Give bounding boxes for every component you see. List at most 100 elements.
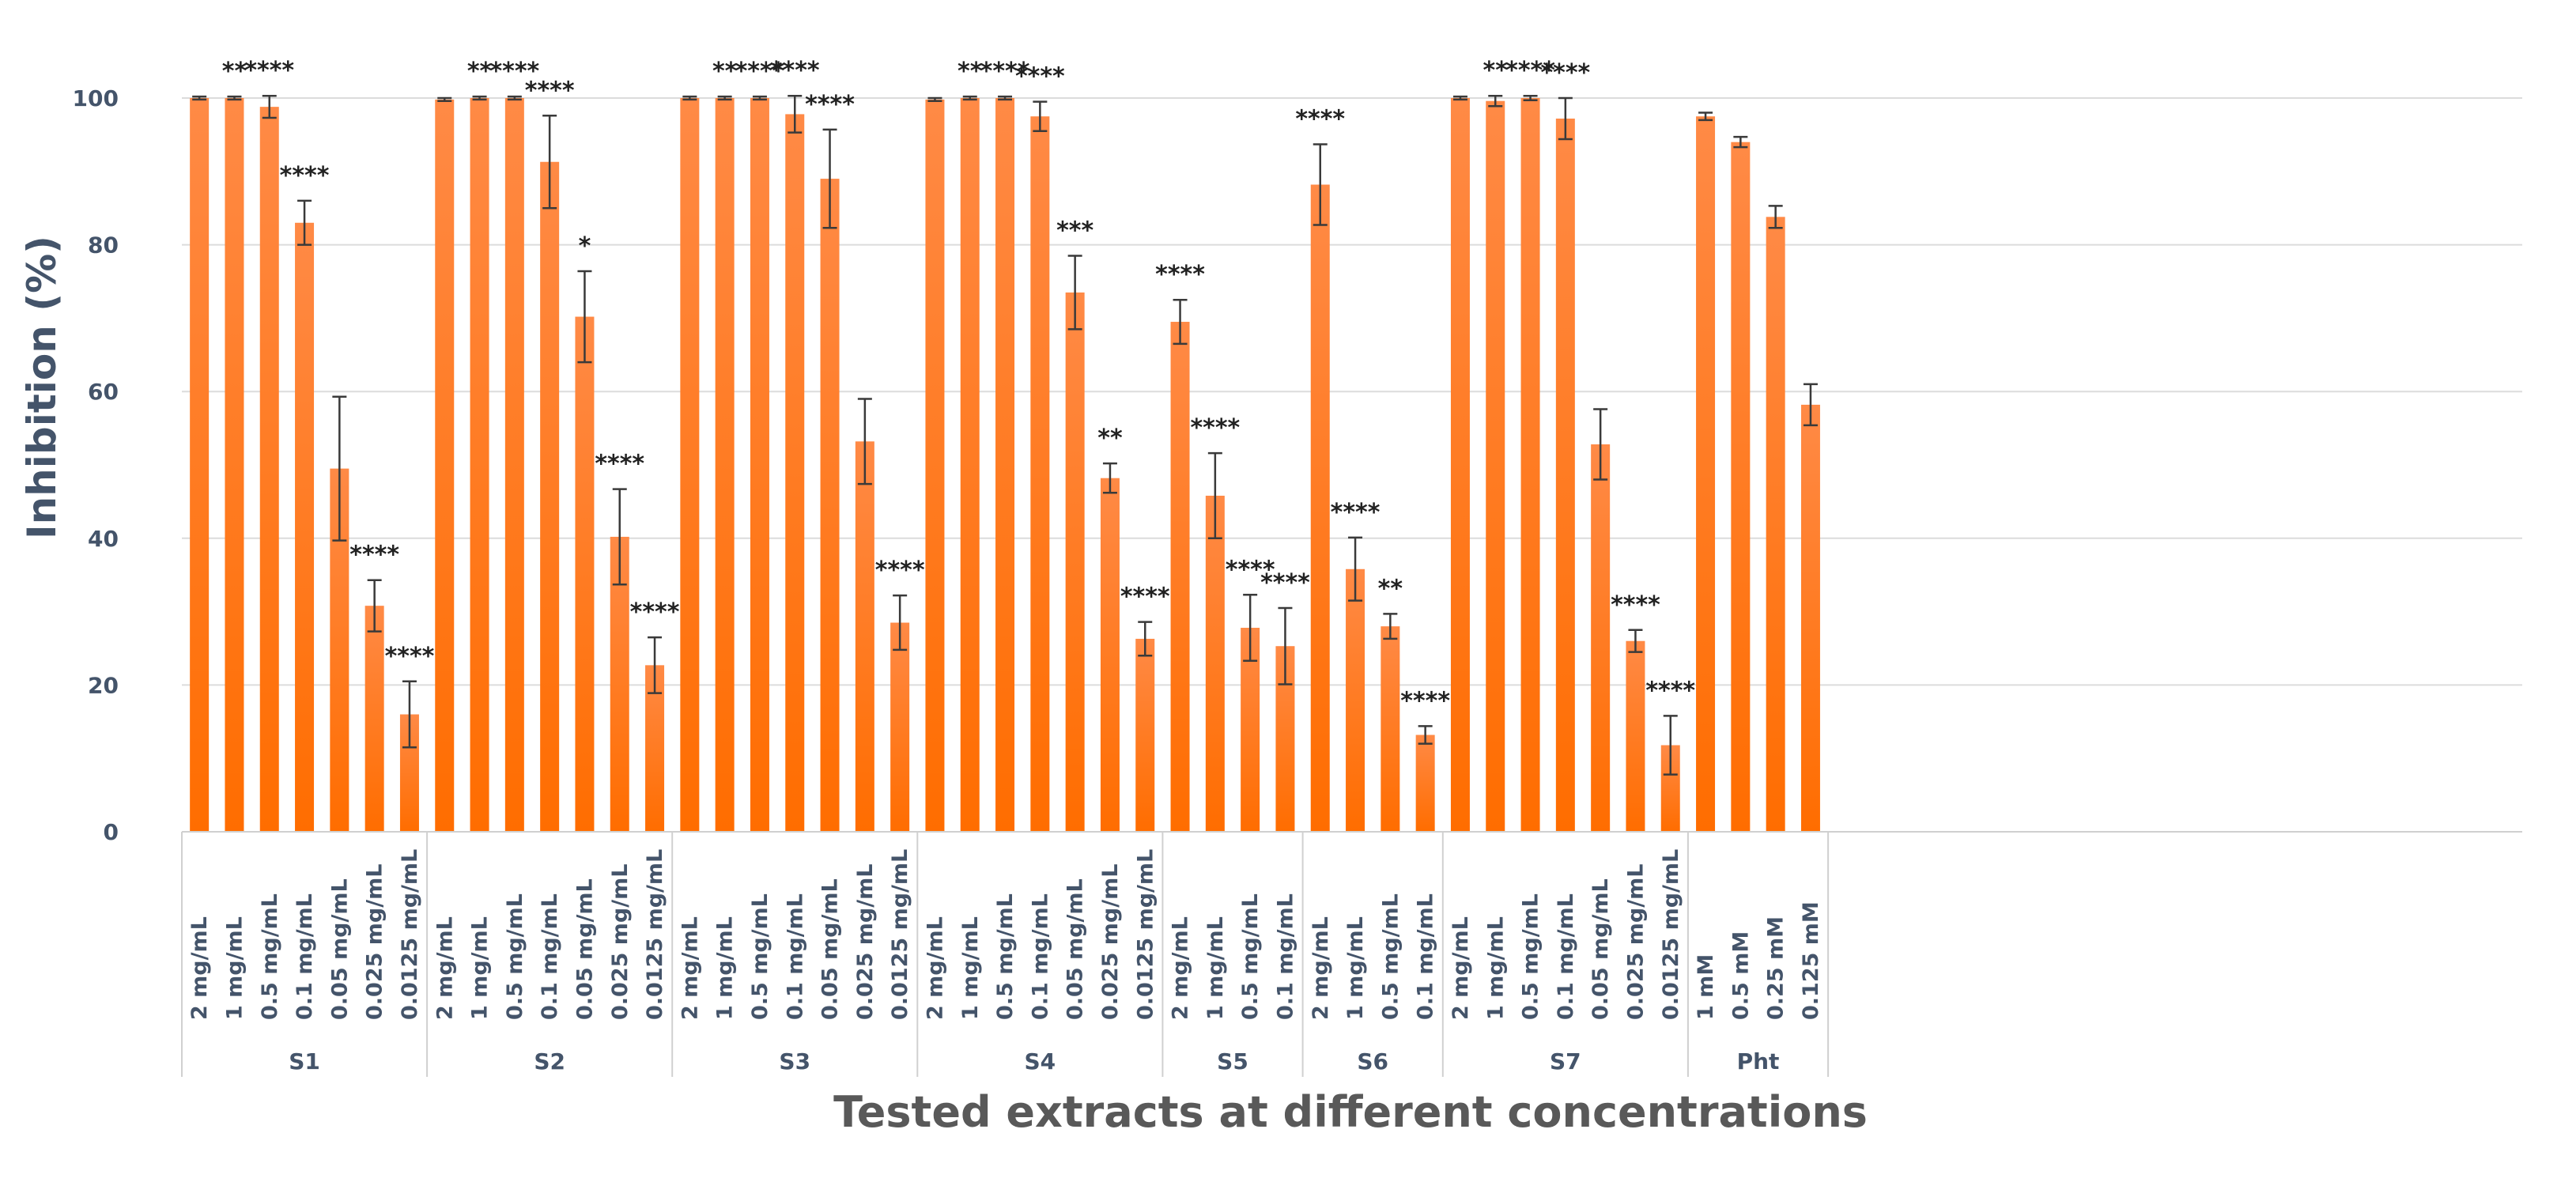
bar-Pht-3: [1800, 404, 1820, 832]
x-tick-S4-0: 2 mg/mL: [923, 916, 947, 1020]
significance-S5-2: ****: [1226, 556, 1275, 584]
x-axis-categories: 2 mg/mL 1 mg/mL 0.5 mg/mL 0.1 mg/mL 0.05 mg/…: [181, 831, 2522, 1077]
x-tick-S3-3: 0.1 mg/mL: [783, 893, 807, 1020]
x-tick-S5-3: 0.1 mg/mL: [1273, 893, 1297, 1020]
y-tick-100: 100: [73, 85, 119, 111]
bar-Pht-0: [1696, 116, 1716, 832]
x-tick-S1-0: 2 mg/mL: [187, 916, 212, 1020]
y-axis-ticks: 0 20 40 60 80 100: [73, 85, 119, 845]
x-tick-S7-4: 0.05 mg/mL: [1588, 878, 1613, 1020]
bar-S2-2: [504, 98, 524, 832]
x-tick-S1-4: 0.05 mg/mL: [327, 878, 352, 1020]
bar-S1-1: [225, 98, 244, 832]
x-tick-S1-3: 0.1 mg/mL: [293, 893, 317, 1020]
bar-S7-0: [1450, 98, 1470, 832]
bars: [190, 94, 1820, 833]
x-tick-Pht-1: 0.5 mM: [1728, 931, 1753, 1020]
x-tick-S2-2: 0.5 mg/mL: [503, 893, 527, 1020]
significance-S2-3: ****: [525, 77, 575, 104]
x-tick-S4-1: 1 mg/mL: [958, 916, 983, 1020]
bar-S1-5: [364, 606, 384, 832]
significance-S2-4: *: [579, 232, 591, 260]
x-tick-S1-6: 0.0125 mg/mL: [398, 849, 422, 1020]
bar-S3-0: [680, 98, 700, 832]
x-tick-S5-2: 0.5 mg/mL: [1238, 893, 1263, 1020]
x-tick-Pht-3: 0.125 mM: [1799, 901, 1823, 1020]
significance-S1-1: **: [222, 58, 247, 85]
significance-S7-6: ****: [1645, 677, 1695, 704]
bar-S3-3: [785, 114, 805, 832]
bar-S6-3: [1415, 735, 1435, 832]
bar-S6-1: [1346, 568, 1365, 832]
significance-S2-2: ****: [489, 58, 539, 85]
x-tick-S1-5: 0.025 mg/mL: [363, 864, 387, 1020]
significance-S1-6: ****: [385, 643, 435, 670]
x-tick-S3-4: 0.05 mg/mL: [818, 878, 843, 1020]
y-tick-20: 20: [88, 672, 119, 698]
bar-S3-5: [855, 441, 874, 832]
bar-S6-2: [1381, 626, 1400, 832]
group-label-Pht: Pht: [1737, 1048, 1780, 1074]
significance-S2-1: **: [467, 58, 493, 85]
bar-S2-1: [470, 98, 489, 832]
x-tick-Pht-0: 1 mM: [1694, 954, 1718, 1020]
significance-S2-5: ****: [595, 451, 644, 478]
bar-S7-1: [1486, 100, 1505, 833]
bar-S4-6: [1135, 638, 1155, 832]
significance-S4-3: ****: [1015, 63, 1065, 91]
bar-S4-4: [1065, 292, 1085, 832]
bar-S3-4: [820, 179, 840, 832]
bar-S4-2: [995, 98, 1015, 832]
x-tick-S1-2: 0.5 mg/mL: [258, 893, 282, 1020]
bar-S7-4: [1591, 444, 1611, 832]
bar-S3-1: [715, 98, 735, 832]
bar-S2-3: [540, 161, 560, 833]
significance-S4-1: **: [958, 58, 983, 85]
y-tick-80: 80: [88, 232, 119, 259]
significance-S7-1: **: [1483, 57, 1509, 85]
significance-S4-2: ****: [980, 58, 1030, 85]
x-tick-S6-0: 2 mg/mL: [1309, 916, 1333, 1020]
x-tick-S6-2: 0.5 mg/mL: [1378, 893, 1403, 1020]
significance-S3-4: ****: [805, 91, 855, 119]
significance-S1-3: ****: [280, 162, 330, 190]
x-tick-S3-1: 1 mg/mL: [713, 916, 738, 1020]
x-tick-S4-3: 0.1 mg/mL: [1028, 893, 1052, 1020]
x-tick-S7-2: 0.5 mg/mL: [1519, 893, 1543, 1020]
bar-S4-5: [1100, 478, 1120, 832]
bar-S2-4: [575, 316, 595, 832]
significance-S7-2: ****: [1505, 57, 1555, 85]
significance-S7-5: ****: [1611, 591, 1660, 619]
significance-S3-1: **: [712, 58, 738, 85]
significance-markers: ****************************************…: [222, 57, 1696, 715]
significance-S1-5: ****: [349, 542, 399, 569]
group-label-S7: S7: [1550, 1048, 1581, 1074]
x-tick-S5-0: 2 mg/mL: [1169, 916, 1193, 1020]
significance-S3-6: ****: [875, 557, 925, 584]
significance-S5-1: ****: [1190, 414, 1240, 442]
significance-S6-2: **: [1378, 575, 1403, 602]
x-tick-Pht-2: 0.25 mM: [1764, 916, 1788, 1020]
significance-S6-1: ****: [1331, 499, 1381, 527]
x-tick-S6-1: 1 mg/mL: [1343, 916, 1368, 1020]
x-tick-S7-0: 2 mg/mL: [1449, 916, 1473, 1020]
significance-S3-2: ****: [735, 58, 785, 85]
x-axis-title: Tested extracts at different concentrati…: [833, 1087, 1868, 1137]
y-tick-60: 60: [88, 379, 119, 405]
significance-S1-2: ****: [244, 57, 294, 85]
x-tick-S3-6: 0.0125 mg/mL: [888, 849, 912, 1020]
significance-S4-4: ***: [1056, 217, 1093, 245]
bar-S1-3: [295, 222, 315, 832]
significance-S5-3: ****: [1260, 569, 1310, 597]
group-label-S2: S2: [534, 1048, 565, 1074]
x-tick-S2-3: 0.1 mg/mL: [538, 893, 562, 1020]
bar-S7-3: [1555, 118, 1575, 832]
bar-S3-2: [750, 98, 769, 832]
group-label-S5: S5: [1217, 1048, 1248, 1074]
x-tick-S2-1: 1 mg/mL: [468, 916, 493, 1020]
x-tick-S4-6: 0.0125 mg/mL: [1133, 849, 1158, 1020]
bar-S1-2: [259, 107, 279, 833]
group-label-S1: S1: [289, 1048, 320, 1074]
x-tick-S4-2: 0.5 mg/mL: [993, 893, 1018, 1020]
